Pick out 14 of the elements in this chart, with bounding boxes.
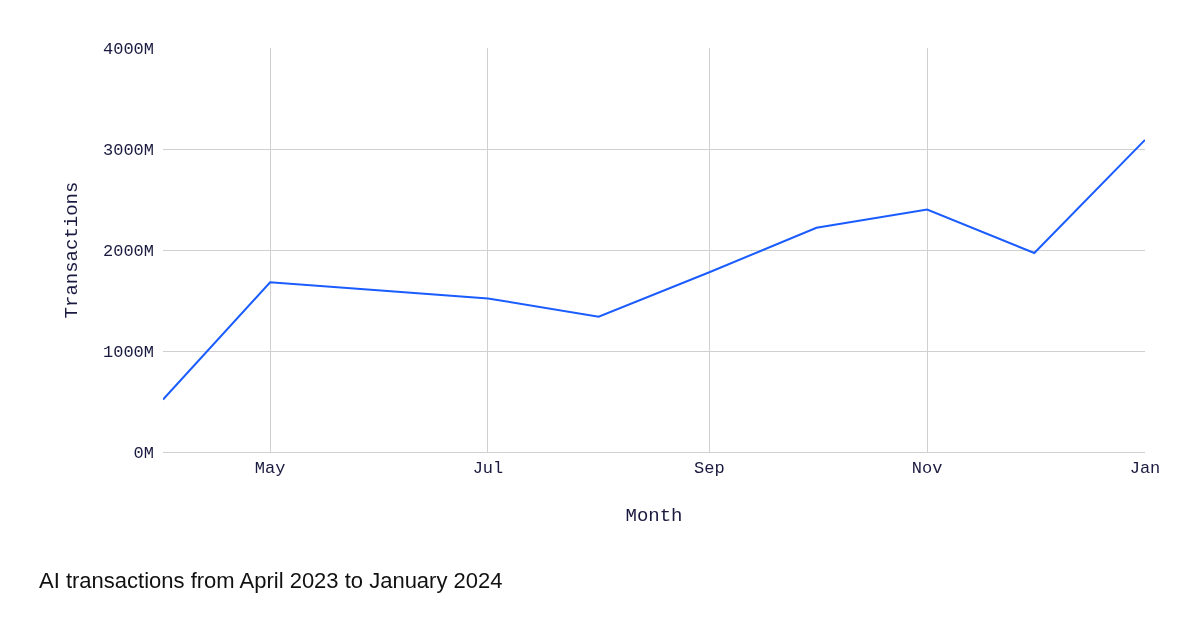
text: AI transactions from April 2023 to January 2024 xyxy=(39,568,503,593)
y-tick-label: 0M xyxy=(133,443,154,463)
x-tick-label: Sep xyxy=(694,459,725,479)
y-tick-label: 2000M xyxy=(102,241,154,261)
line-series xyxy=(163,138,1145,401)
x-tick-label: Jan xyxy=(1129,459,1161,479)
x-axis-title: Month xyxy=(625,505,683,528)
y-tick-label: 3000M xyxy=(102,140,154,160)
y-axis-title: Transactions xyxy=(60,181,83,319)
y-tick-label: 1000M xyxy=(102,342,154,362)
x-tick-label: May xyxy=(254,459,286,479)
y-tick-label: 4000M xyxy=(102,39,154,59)
x-tick-label: Jul xyxy=(472,459,504,479)
x-tick-label: Nov xyxy=(911,459,943,479)
